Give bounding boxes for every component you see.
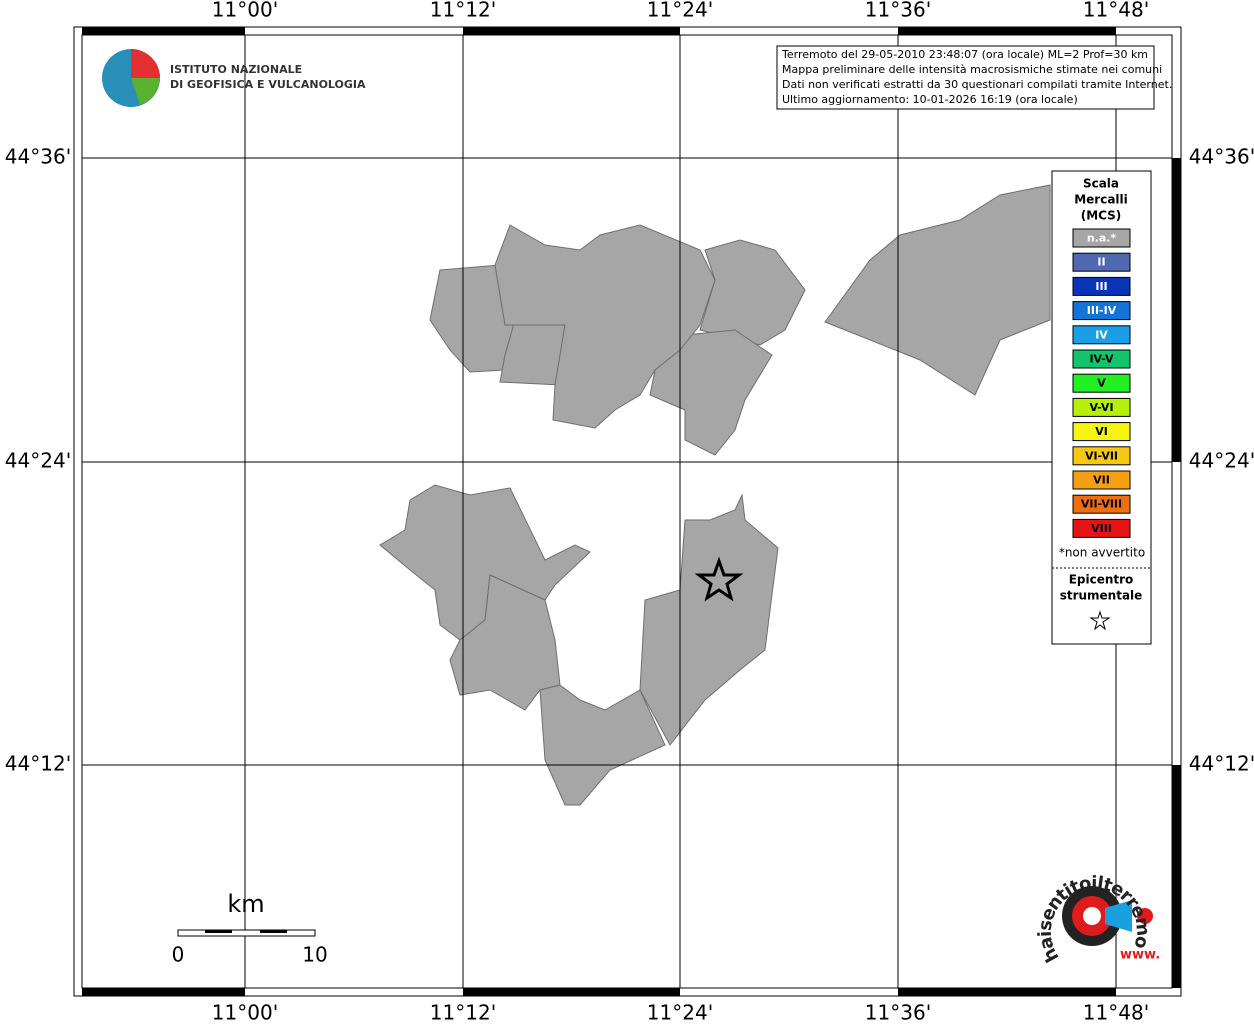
legend-label: IV-V — [1089, 353, 1114, 366]
frame-bars — [82, 27, 1181, 996]
latitude-label: 44°24' — [5, 449, 71, 473]
info-box — [776, 45, 1155, 110]
longitude-label: 11°24' — [647, 0, 713, 22]
legend-epicenter: strumentale — [1060, 589, 1143, 603]
legend-label: V — [1097, 377, 1106, 390]
legend-swatch — [1072, 276, 1131, 296]
legend-swatch — [1072, 470, 1131, 490]
legend-swatch — [1072, 301, 1131, 321]
ingv-name: ISTITUTO NAZIONALE — [170, 63, 302, 76]
longitude-label: 11°36' — [865, 1001, 931, 1025]
legend-swatch — [1072, 494, 1131, 514]
legend-epicenter: Epicentro — [1069, 573, 1134, 587]
latitude-label: 44°24' — [1189, 449, 1254, 473]
info-line: Ultimo aggiornamento: 10-01-2026 16:19 (… — [782, 93, 1078, 106]
longitude-label: 11°24' — [647, 1001, 713, 1025]
longitude-label: 11°48' — [1083, 1001, 1149, 1025]
legend-star — [1089, 610, 1111, 631]
site-logo — [1105, 900, 1132, 932]
epicenter-star — [694, 556, 744, 602]
legend-label: VI-VII — [1085, 449, 1118, 462]
scale-unit: km — [227, 890, 264, 918]
scale-bar — [177, 929, 316, 937]
legend-label: V-VI — [1089, 401, 1113, 414]
regions — [379, 184, 1051, 806]
longitude-label: 11°12' — [430, 0, 496, 22]
legend-label: VIII — [1091, 522, 1112, 535]
legend-label: II — [1097, 256, 1105, 269]
legend-label: III-IV — [1087, 304, 1117, 317]
latitude-label: 44°36' — [1189, 145, 1254, 169]
scale-bar-segment — [260, 930, 287, 933]
info-line: Dati non verificati estratti da 30 quest… — [782, 78, 1172, 91]
legend-swatch — [1072, 349, 1131, 369]
legend-swatch — [1072, 422, 1131, 442]
longitude-label: 11°36' — [865, 0, 931, 22]
latitude-label: 44°36' — [5, 145, 71, 169]
site-logo-prefix: www. — [1120, 948, 1160, 963]
info-line: Mappa preliminare delle intensità macros… — [782, 63, 1162, 76]
legend-swatch — [1072, 397, 1131, 417]
legend-note: *non avvertito — [1059, 546, 1145, 560]
legend-swatch — [1072, 518, 1131, 538]
legend-title: (MCS) — [1081, 209, 1122, 223]
info-line: Terremoto del 29-05-2010 23:48:07 (ora l… — [781, 48, 1148, 61]
longitude-label: 11°48' — [1083, 0, 1149, 22]
legend-swatch — [1072, 373, 1131, 393]
legend-swatch — [1072, 325, 1131, 345]
site-logo — [1083, 907, 1101, 925]
legend-swatch — [1072, 228, 1131, 248]
latitude-label: 44°12' — [5, 752, 71, 776]
legend-label: VII — [1093, 474, 1110, 487]
latitude-label: 44°12' — [1189, 752, 1254, 776]
ingv-globe-part — [131, 78, 160, 105]
legend-label: VI — [1095, 425, 1108, 438]
longitude-label: 11°00' — [212, 1001, 278, 1025]
legend-swatch — [1072, 446, 1131, 466]
site-logo — [1137, 908, 1153, 924]
legend-label: VII-VIII — [1081, 498, 1122, 511]
ingv-globe-part — [131, 49, 160, 78]
scale-tick: 10 — [302, 943, 327, 967]
legend-label: IV — [1095, 328, 1108, 341]
longitude-label: 11°12' — [430, 1001, 496, 1025]
legend-label: III — [1095, 280, 1107, 293]
graticule — [82, 35, 1172, 988]
legend-label: n.a.* — [1087, 232, 1117, 245]
legend-title: Scala — [1083, 177, 1119, 191]
longitude-label: 11°00' — [212, 0, 278, 22]
scale-bar-segment — [205, 930, 232, 933]
legend-title: Mercalli — [1074, 193, 1128, 207]
ingv-name: DI GEOFISICA E VULCANOLOGIA — [170, 78, 366, 91]
legend-swatch — [1072, 252, 1131, 272]
scale-tick: 0 — [172, 943, 185, 967]
